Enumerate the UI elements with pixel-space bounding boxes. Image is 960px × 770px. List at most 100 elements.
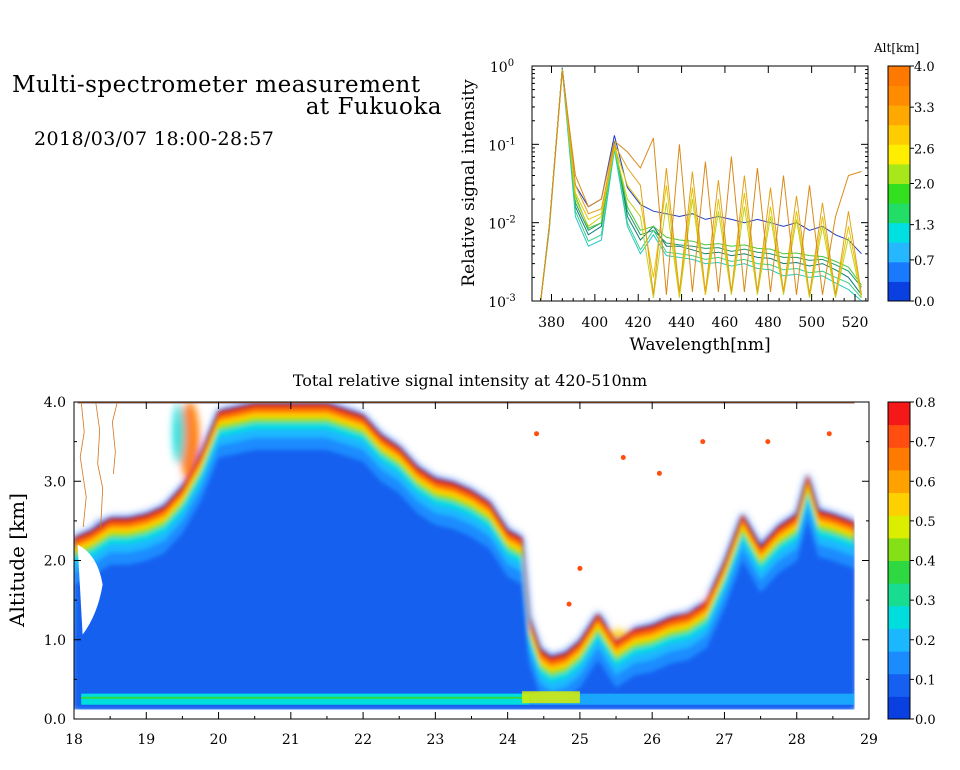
heatmap-title: Total relative signal intensity at 420-5… bbox=[293, 371, 647, 390]
intensity-colorbar-segment bbox=[888, 628, 910, 652]
intensity-colorbar-label: 0.1 bbox=[915, 673, 936, 688]
heatmap-x-tick-label: 18 bbox=[65, 732, 83, 748]
heatmap-y-label: Altitude [km] bbox=[5, 493, 29, 628]
heatmap-speckle bbox=[577, 565, 583, 571]
heatmap-y-tick-label: 1.0 bbox=[44, 633, 66, 649]
altitude-colorbar-segment bbox=[888, 163, 910, 184]
altitude-colorbar-segment bbox=[888, 183, 910, 204]
intensity-colorbar-segment bbox=[888, 673, 910, 697]
altitude-colorbar-label: 2.6 bbox=[914, 142, 935, 157]
spectrum-y-tick-label: 10-3 bbox=[488, 293, 516, 311]
heatmap-x-tick-label: 19 bbox=[137, 732, 155, 748]
heatmap-y-tick-label: 4.0 bbox=[44, 395, 66, 411]
intensity-colorbar-label: 0.4 bbox=[915, 555, 936, 570]
heatmap-y-tick-label: 0.0 bbox=[44, 712, 66, 728]
intensity-colorbar-label: 0.0 bbox=[915, 713, 936, 728]
spectrum-x-tick-label: 400 bbox=[581, 315, 608, 331]
intensity-colorbar-label: 0.3 bbox=[915, 594, 936, 609]
heatmap-x-tick-label: 29 bbox=[860, 732, 878, 748]
heatmap-speckle bbox=[765, 439, 771, 445]
spectrum-series-line bbox=[540, 69, 862, 301]
heatmap-x-tick-label: 28 bbox=[788, 732, 806, 748]
spectrum-x-axis: 380 400 420 440 460 480 500 520 bbox=[538, 66, 868, 331]
spectrum-y-label: Relative signal intensity bbox=[459, 79, 479, 287]
spectrum-x-tick-label: 440 bbox=[668, 315, 695, 331]
spectrum-x-label: Wavelength[nm] bbox=[629, 335, 770, 355]
heatmap-speckle bbox=[620, 454, 626, 460]
altitude-colorbar-label: 0.7 bbox=[914, 254, 935, 269]
heatmap-x-tick-label: 27 bbox=[716, 732, 734, 748]
spectrum-series-line bbox=[540, 69, 862, 301]
spectrum-x-tick-label: 500 bbox=[798, 315, 825, 331]
intensity-colorbar-segment bbox=[888, 402, 910, 426]
intensity-colorbar-segment bbox=[888, 537, 910, 561]
heatmap-speckle bbox=[700, 439, 706, 445]
heatmap-x-tick-label: 21 bbox=[282, 732, 300, 748]
altitude-colorbar-label: 1.3 bbox=[914, 219, 935, 234]
heatmap-y-tick-label: 2.0 bbox=[44, 554, 66, 570]
altitude-colorbar: 0.0 0.7 1.3 2.0 2.6 3.3 4.0 Alt[km] bbox=[873, 41, 935, 310]
intensity-colorbar-label: 0.7 bbox=[915, 436, 936, 451]
intensity-colorbar-label: 0.6 bbox=[915, 475, 936, 490]
intensity-colorbar: 0.0 0.1 0.2 0.3 0.4 0.5 0.6 0.7 0.8 bbox=[887, 396, 936, 728]
intensity-colorbar-segment bbox=[888, 469, 910, 494]
heatmap-x-tick-label: 25 bbox=[571, 732, 589, 748]
heatmap-field bbox=[74, 402, 869, 719]
measurement-time-range: 2018/03/07 18:00-28:57 bbox=[34, 128, 275, 150]
chart-title: Multi-spectrometer measurement at Fukuok… bbox=[12, 72, 442, 120]
intensity-colorbar-segment bbox=[888, 492, 910, 516]
heatmap-cloud-trace bbox=[95, 402, 104, 529]
spectrum-y-tick-label: 100 bbox=[490, 58, 514, 76]
intensity-colorbar-segment bbox=[888, 583, 910, 607]
heatmap-ground-band bbox=[81, 693, 530, 705]
altitude-colorbar-segment bbox=[888, 144, 910, 165]
altitude-colorbar-segment bbox=[888, 242, 910, 263]
intensity-colorbar-segment bbox=[888, 605, 910, 629]
heatmap-streak bbox=[172, 403, 185, 464]
altitude-colorbar-segment bbox=[888, 124, 910, 145]
altitude-colorbar-label: 2.0 bbox=[914, 178, 935, 193]
spectrum-x-tick-label: 520 bbox=[842, 315, 869, 331]
spectrum-x-tick-label: 460 bbox=[712, 315, 739, 331]
title-line-2: at Fukuoka bbox=[305, 94, 442, 120]
heatmap-y-tick-label: 3.0 bbox=[44, 474, 66, 490]
spectrum-series-line bbox=[540, 68, 862, 301]
spectrum-chart: 380 400 420 440 460 480 500 520 10-3 10-2 10-1 100… bbox=[459, 41, 935, 355]
spectrum-plot-frame bbox=[531, 65, 869, 302]
intensity-colorbar-segment bbox=[888, 651, 910, 675]
intensity-colorbar-segment bbox=[888, 424, 910, 448]
heatmap-speckle bbox=[826, 431, 832, 437]
intensity-colorbar-segment bbox=[888, 447, 910, 471]
heatmap-streak bbox=[179, 402, 200, 482]
spectrum-x-tick-label: 420 bbox=[625, 315, 652, 331]
heatmap-x-tick-label: 24 bbox=[499, 732, 517, 748]
heatmap-cloud-edge bbox=[74, 403, 855, 710]
heatmap-x-tick-label: 22 bbox=[354, 732, 372, 748]
heatmap-x-tick-label: 26 bbox=[643, 732, 661, 748]
altitude-colorbar-segment bbox=[888, 85, 910, 106]
altitude-colorbar-segment bbox=[888, 222, 910, 243]
altitude-colorbar-segment bbox=[888, 203, 910, 224]
intensity-colorbar-segment bbox=[888, 515, 910, 539]
altitude-colorbar-segment bbox=[888, 281, 910, 302]
title-line-1: Multi-spectrometer measurement bbox=[12, 72, 421, 98]
intensity-colorbar-label: 0.8 bbox=[915, 396, 936, 411]
altitude-colorbar-title: Alt[km] bbox=[873, 41, 919, 55]
heatmap-speckle bbox=[656, 470, 662, 476]
heatmap-ground-band bbox=[529, 693, 855, 705]
spectrum-x-tick-label: 380 bbox=[538, 315, 565, 331]
heatmap-cloud-trace bbox=[111, 402, 118, 475]
spectrum-series-group bbox=[540, 67, 862, 301]
spectrum-series-line bbox=[540, 71, 862, 301]
heatmap-x-axis: 18 19 20 21 22 23 24 25 26 27 28 29 bbox=[65, 402, 878, 748]
altitude-colorbar-segment bbox=[888, 105, 910, 126]
heatmap-speckle bbox=[534, 431, 540, 437]
spectrum-y-tick-label: 10-1 bbox=[488, 136, 516, 154]
intensity-colorbar-segment bbox=[888, 696, 910, 720]
spectrum-x-tick-label: 480 bbox=[755, 315, 782, 331]
heatmap-ground-band bbox=[81, 696, 530, 699]
altitude-colorbar-segment bbox=[888, 66, 910, 87]
spectrum-y-tick-label: 10-2 bbox=[488, 215, 516, 233]
heatmap-chart: Total relative signal intensity at 420-5… bbox=[5, 371, 936, 748]
